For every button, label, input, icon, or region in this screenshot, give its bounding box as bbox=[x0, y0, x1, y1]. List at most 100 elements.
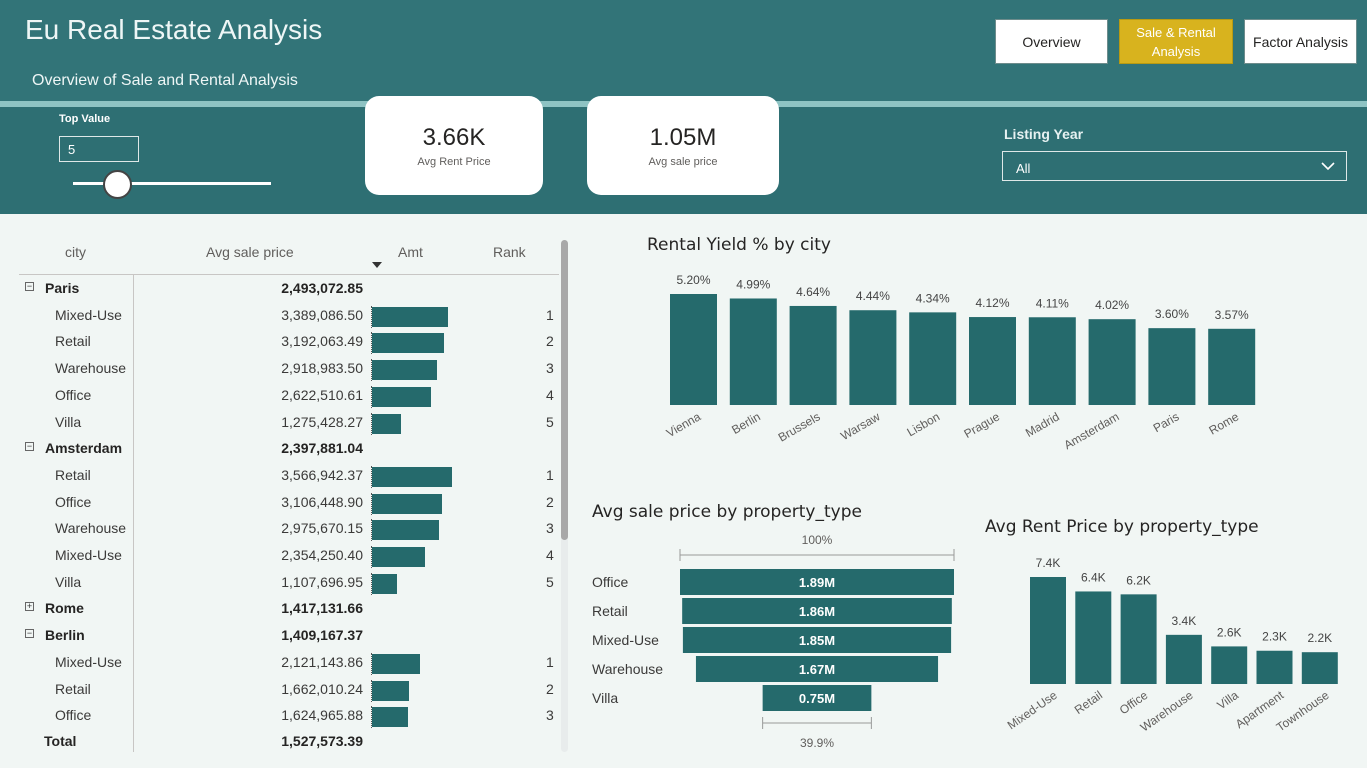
funnel-bar-villa[interactable] bbox=[762, 685, 872, 711]
rent-price-bar-warehouse[interactable] bbox=[1165, 634, 1202, 684]
rental-yield-city-label: Rome bbox=[1206, 409, 1241, 437]
matrix-bar-axis bbox=[371, 706, 372, 729]
rental-yield-city-label: Paris bbox=[1151, 409, 1182, 435]
rental-yield-data-label: 4.64% bbox=[796, 285, 830, 299]
collapse-icon[interactable]: − bbox=[25, 628, 34, 639]
sale-rental-analysis-label: Sale & Rental Analysis bbox=[1136, 24, 1216, 59]
matrix-rank: 1 bbox=[546, 306, 554, 323]
matrix-header-rank[interactable]: Rank bbox=[493, 244, 526, 260]
rental-yield-bar-madrid[interactable] bbox=[1028, 317, 1076, 405]
rent-price-data-label: 3.4K bbox=[1172, 614, 1197, 628]
matrix-child-row: Mixed-Use 2,121,143.86 1 bbox=[19, 650, 559, 677]
rent-price-bar-retail[interactable] bbox=[1075, 591, 1112, 684]
rental-yield-city-label: Lisbon bbox=[905, 409, 943, 439]
rent-price-data-label: 2.2K bbox=[1307, 631, 1332, 645]
matrix-property-avg-price: 3,566,942.37 bbox=[281, 466, 363, 483]
rental-yield-data-label: 5.20% bbox=[676, 273, 710, 287]
matrix-bar-axis bbox=[371, 332, 372, 355]
page-subtitle: Overview of Sale and Rental Analysis bbox=[32, 72, 298, 89]
top-value-slider-track[interactable] bbox=[73, 182, 271, 185]
matrix-child-row: Mixed-Use 2,354,250.40 4 bbox=[19, 543, 559, 570]
matrix-amt-bar bbox=[372, 386, 431, 407]
rent-price-type-label: Office bbox=[1117, 688, 1151, 718]
matrix-bar-axis bbox=[371, 679, 372, 702]
funnel-category-label: Office bbox=[592, 574, 629, 590]
funnel-data-label: 1.67M bbox=[799, 662, 835, 677]
matrix-property-avg-price: 1,624,965.88 bbox=[281, 707, 363, 724]
rental-yield-bar-warsaw[interactable] bbox=[849, 310, 897, 405]
matrix-property-type: Mixed-Use bbox=[55, 653, 122, 670]
matrix-header-city[interactable]: city bbox=[65, 244, 86, 260]
top-value-slider-handle[interactable] bbox=[103, 170, 132, 199]
avg-sale-price-card: 1.05M Avg sale price bbox=[587, 96, 779, 195]
rental-yield-bar-rome[interactable] bbox=[1208, 328, 1256, 405]
rental-yield-data-label: 4.02% bbox=[1095, 298, 1129, 312]
matrix-header-amt[interactable]: Amt bbox=[398, 244, 423, 260]
funnel-bar-warehouse[interactable] bbox=[695, 656, 939, 682]
collapse-icon[interactable]: − bbox=[25, 441, 34, 452]
matrix-bar-axis bbox=[371, 412, 372, 435]
matrix-amt-bar bbox=[372, 573, 397, 594]
rental-yield-bar-paris[interactable] bbox=[1148, 328, 1196, 405]
rental-yield-bar-lisbon[interactable] bbox=[909, 312, 957, 405]
funnel-data-label: 1.86M bbox=[799, 604, 835, 619]
matrix-rank: 2 bbox=[546, 680, 554, 697]
top-value-input[interactable] bbox=[59, 136, 139, 162]
matrix-property-type: Villa bbox=[55, 573, 82, 590]
funnel-bar-mixed-use[interactable] bbox=[682, 627, 952, 653]
collapse-icon[interactable]: − bbox=[25, 281, 34, 291]
overview-button[interactable]: Overview bbox=[995, 19, 1108, 64]
matrix-property-type: Villa bbox=[55, 413, 82, 430]
rental-yield-data-label: 3.60% bbox=[1155, 307, 1189, 321]
expand-icon[interactable]: + bbox=[25, 601, 34, 612]
listing-year-dropdown[interactable]: All bbox=[1002, 151, 1347, 181]
rental-yield-bar-vienna[interactable] bbox=[670, 294, 717, 405]
rental-yield-bar-prague[interactable] bbox=[969, 317, 1016, 405]
funnel-category-label: Villa bbox=[592, 690, 618, 706]
matrix-header-avg-sale-price[interactable]: Avg sale price bbox=[206, 244, 294, 260]
rental-yield-bar-amsterdam[interactable] bbox=[1088, 319, 1136, 405]
matrix-property-avg-price: 2,918,983.50 bbox=[281, 360, 363, 377]
avg-rent-price-card: 3.66K Avg Rent Price bbox=[365, 96, 543, 195]
matrix-city-name: Berlin bbox=[45, 627, 85, 644]
rental-yield-data-label: 4.12% bbox=[975, 296, 1009, 310]
avg-rent-price-chart: 7.4KMixed-Use6.4KRetail6.2KOffice3.4KWar… bbox=[1005, 556, 1338, 734]
matrix-group-row: − Berlin 1,409,167.37 bbox=[19, 623, 559, 650]
sort-descending-icon[interactable] bbox=[372, 262, 382, 268]
matrix-city-avg-price: 1,417,131.66 bbox=[281, 600, 363, 617]
matrix-amt-bar bbox=[372, 707, 409, 728]
rental-yield-data-label: 4.11% bbox=[1036, 296, 1069, 310]
rental-yield-bar-brussels[interactable] bbox=[789, 305, 837, 405]
matrix-scrollbar-thumb[interactable] bbox=[561, 240, 568, 540]
matrix-bar-axis bbox=[371, 305, 372, 328]
matrix-amt-bar bbox=[372, 466, 452, 487]
rent-price-bar-apartment[interactable] bbox=[1256, 650, 1293, 684]
matrix-city-avg-price: 2,397,881.04 bbox=[281, 440, 363, 457]
funnel-bar-retail[interactable] bbox=[682, 598, 952, 624]
rental-yield-data-label: 4.44% bbox=[856, 289, 890, 303]
rent-price-bar-office[interactable] bbox=[1120, 594, 1157, 684]
rental-yield-bar-berlin[interactable] bbox=[729, 298, 777, 405]
rental-yield-city-label: Amsterdam bbox=[1061, 409, 1121, 452]
matrix-group-row: − Amsterdam 2,397,881.04 bbox=[19, 436, 559, 463]
factor-analysis-button[interactable]: Factor Analysis bbox=[1244, 19, 1357, 64]
top-value-label: Top Value bbox=[59, 113, 111, 125]
matrix-property-avg-price: 1,662,010.24 bbox=[281, 680, 363, 697]
funnel-category-label: Mixed-Use bbox=[592, 632, 659, 648]
funnel-bar-office[interactable] bbox=[680, 569, 954, 595]
matrix-property-type: Mixed-Use bbox=[55, 306, 122, 323]
rent-price-data-label: 2.6K bbox=[1217, 625, 1242, 639]
matrix-rank: 5 bbox=[546, 573, 554, 590]
rent-price-bar-townhouse[interactable] bbox=[1301, 652, 1338, 684]
matrix-rank: 3 bbox=[546, 360, 554, 377]
rental-yield-chart: 5.20% Vienna 4.99% Berlin 4.64% Brussels 4.44%… bbox=[664, 273, 1256, 452]
rental-yield-data-label: 4.99% bbox=[736, 277, 770, 291]
matrix-rank: 1 bbox=[546, 653, 554, 670]
matrix-rank: 4 bbox=[546, 386, 554, 403]
funnel-data-label: 1.89M bbox=[799, 575, 835, 590]
rent-price-bar-villa[interactable] bbox=[1211, 646, 1248, 684]
matrix-bar-axis bbox=[371, 652, 372, 675]
funnel-data-label: 1.85M bbox=[799, 633, 835, 648]
rent-price-bar-mixed-use[interactable] bbox=[1030, 577, 1066, 684]
sale-rental-analysis-button[interactable]: Sale & Rental Analysis bbox=[1119, 19, 1233, 64]
